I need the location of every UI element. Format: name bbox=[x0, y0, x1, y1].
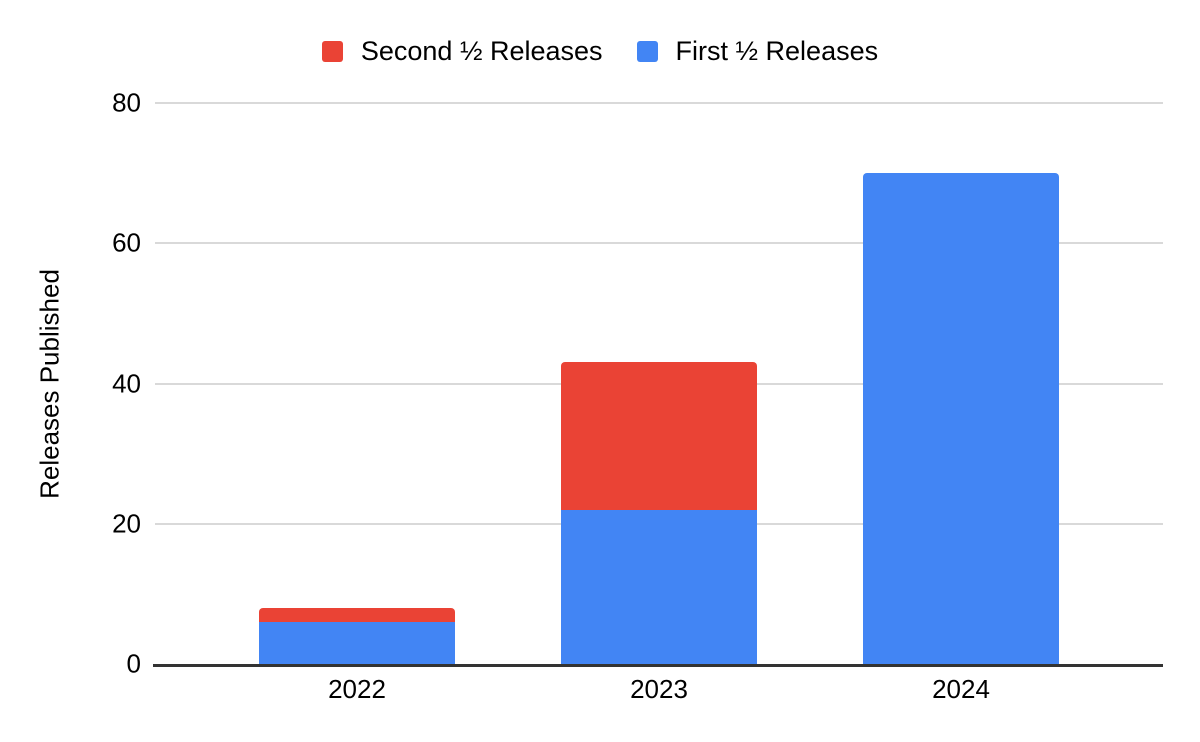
x-axis-line bbox=[153, 664, 1163, 667]
y-tick-label-40: 40 bbox=[112, 368, 141, 398]
legend-swatch-blue bbox=[636, 41, 658, 62]
chart-legend: Second ½ Releases First ½ Releases bbox=[0, 36, 1200, 67]
bar-segment-2022[interactable] bbox=[259, 607, 455, 622]
bar-segment-2023[interactable] bbox=[561, 509, 757, 664]
bar-segment-2023[interactable] bbox=[561, 362, 757, 510]
legend-label-first-half: First ½ Releases bbox=[675, 36, 879, 66]
legend-item-second-half: Second ½ Releases bbox=[321, 36, 603, 67]
legend-label-second-half: Second ½ Releases bbox=[360, 36, 603, 66]
gridline-80 bbox=[155, 102, 1163, 104]
legend-swatch-red bbox=[321, 41, 343, 62]
x-axis-label-2023: 2023 bbox=[630, 674, 688, 704]
bar-segment-2024[interactable] bbox=[863, 173, 1059, 664]
y-tick-label-20: 20 bbox=[112, 508, 141, 539]
legend-item-first-half: First ½ Releases bbox=[636, 36, 879, 67]
y-tick-label-60: 60 bbox=[112, 227, 141, 258]
y-tick-label-80: 80 bbox=[112, 87, 141, 118]
y-tick-label-0: 0 bbox=[126, 648, 141, 679]
bar-segment-2022[interactable] bbox=[259, 621, 455, 664]
gridline-60 bbox=[155, 242, 1163, 245]
x-axis-label-2024: 2024 bbox=[932, 674, 990, 704]
x-axis-label-2022: 2022 bbox=[328, 674, 386, 704]
